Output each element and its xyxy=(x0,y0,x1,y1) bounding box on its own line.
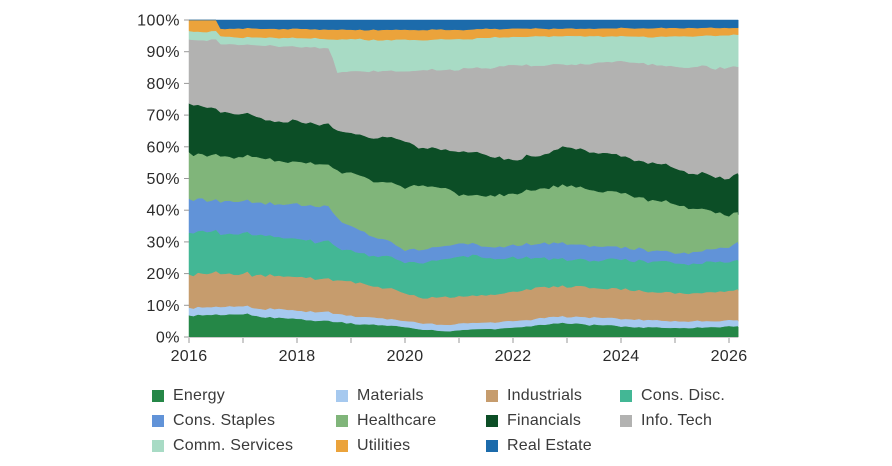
y-axis-label: 60% xyxy=(146,139,180,156)
x-axis-label: 2020 xyxy=(387,348,424,365)
y-axis-label: 10% xyxy=(146,298,180,315)
y-axis-label: 30% xyxy=(146,234,180,251)
y-axis-label: 50% xyxy=(146,171,180,188)
area-real-estate xyxy=(189,19,739,31)
y-axis-label: 40% xyxy=(146,203,180,220)
y-axis-label: 80% xyxy=(146,76,180,93)
y-axis-label: 0% xyxy=(156,330,180,347)
x-axis-label: 2018 xyxy=(279,348,316,365)
x-axis-label: 2022 xyxy=(495,348,532,365)
x-axis-label: 2024 xyxy=(603,348,640,365)
y-axis-label: 100% xyxy=(137,13,180,30)
y-axis-label: 90% xyxy=(146,44,180,61)
x-axis-label: 2016 xyxy=(171,348,208,365)
x-axis-label: 2026 xyxy=(711,348,748,365)
y-axis-label: 70% xyxy=(146,108,180,125)
y-axis-label: 20% xyxy=(146,266,180,283)
